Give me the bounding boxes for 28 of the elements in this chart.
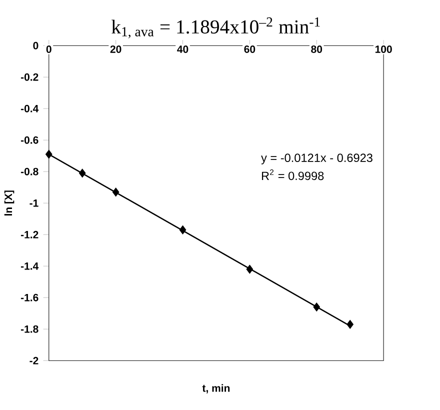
y-tick-label: -1.8 [20,325,38,333]
y-axis-title: ln [X] [4,190,14,216]
x-tick-label: 100 [375,45,392,53]
point [179,225,186,234]
point [112,187,120,196]
y-tick-label: -1 [30,199,38,206]
y-tick-label: -0.8 [20,168,38,176]
annotation: y = -0.0121x - 0.6923 [261,153,372,164]
chart-title: k$_{1, ava}$ = 1.1894x10$^{–2}$ min$^{-1}$ [112,17,320,38]
point [78,168,86,178]
x-tick-label: 80 [311,45,322,53]
y-tick-label: -1.2 [20,230,38,238]
point [45,150,52,159]
y-tick-label: -0.4 [20,104,39,112]
annotation: R$^{2}$ = 0.9998 [262,169,324,180]
x-tick-label: 40 [177,45,188,53]
y-tick-label: -1.6 [20,294,38,302]
point [246,264,254,274]
y-tick-label: -0.2 [20,73,38,81]
point [346,320,354,329]
point [313,302,320,312]
x-tick-label: 60 [244,45,256,53]
x-tick-label: 0 [46,45,52,53]
y-tick-label: -2 [30,356,38,364]
y-tick-label: -1.4 [20,262,39,270]
y-tick-label: -0.6 [20,136,38,144]
x-axis-title: t, min [202,384,230,394]
x-tick-label: 20 [110,45,122,53]
